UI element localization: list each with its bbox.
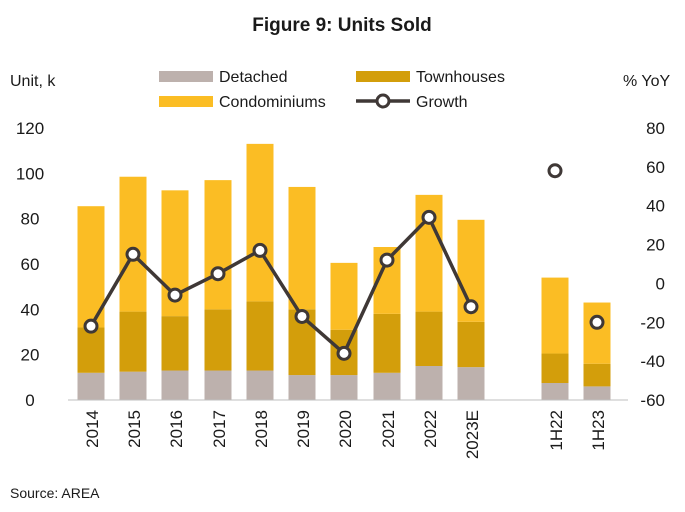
bar-detached-2022 <box>415 366 443 400</box>
category-label: 1H23 <box>589 410 608 451</box>
legend-swatch-marker <box>375 93 391 109</box>
left-tick-label: 60 <box>21 255 40 274</box>
right-axis-ticks: -60 -40 -20 0 20 40 60 80 <box>640 119 665 410</box>
right-tick-label: 60 <box>646 158 665 177</box>
right-tick-label: -20 <box>640 313 665 332</box>
bar-detached-2015 <box>119 371 147 400</box>
left-tick-label: 100 <box>16 164 44 183</box>
bar-townhouses-2023e <box>457 321 485 368</box>
bar-townhouses-2014 <box>77 327 105 373</box>
category-label: 1H22 <box>547 410 566 451</box>
bar-townhouses-1h23 <box>583 363 611 387</box>
category-label: 2020 <box>336 410 355 448</box>
legend-swatch-detached <box>159 71 213 82</box>
legend-label: Condominiums <box>219 94 326 111</box>
bar-condominiums-2019 <box>288 186 316 310</box>
left-tick-label: 0 <box>25 391 34 410</box>
left-tick-label: 80 <box>21 210 40 229</box>
legend-swatch-condominiums <box>159 96 213 107</box>
right-tick-label: 20 <box>646 236 665 255</box>
left-tick-label: 40 <box>21 300 40 319</box>
right-tick-label: 0 <box>656 274 665 293</box>
right-tick-label: 80 <box>646 119 665 138</box>
bar-condominiums-2020 <box>330 262 358 330</box>
category-labels: 2014 2015 2016 2017 2018 2019 2020 2021 2022 2023… <box>83 410 608 459</box>
bar-condominiums-1h22 <box>541 277 569 354</box>
growth-marker-1h23 <box>589 314 605 330</box>
growth-marker-1h22 <box>547 163 563 179</box>
bar-detached-1h22 <box>541 383 569 400</box>
chart-title: Figure 9: Units Sold <box>252 15 431 36</box>
bar-condominiums-2014 <box>77 206 105 328</box>
right-axis-label: % YoY <box>623 73 670 90</box>
growth-marker-2017 <box>210 266 226 282</box>
bar-detached-2023e <box>457 367 485 400</box>
legend-label: Growth <box>416 94 468 111</box>
right-tick-label: 40 <box>646 197 665 216</box>
bar-detached-2018 <box>246 370 274 400</box>
source-note: Source: AREA <box>10 485 100 501</box>
bar-townhouses-2017 <box>204 309 232 371</box>
growth-marker-2020 <box>336 345 352 361</box>
growth-marker-2015 <box>125 246 141 262</box>
category-label: 2023E <box>463 410 482 459</box>
legend: Detached Townhouses Condominiums Growth <box>159 69 505 111</box>
category-label: 2018 <box>252 410 271 448</box>
growth-marker-2016 <box>167 287 183 303</box>
bar-detached-2021 <box>373 372 401 400</box>
growth-marker-2023e <box>463 299 479 315</box>
category-label: 2017 <box>210 410 229 448</box>
growth-line <box>89 215 473 356</box>
bar-condominiums-2017 <box>204 180 232 310</box>
growth-line-layer <box>83 163 605 361</box>
legend-label: Townhouses <box>416 69 505 86</box>
growth-marker-2014 <box>83 318 99 334</box>
bar-townhouses-2016 <box>161 316 189 371</box>
left-tick-label: 20 <box>21 346 40 365</box>
bar-detached-1h23 <box>583 386 611 400</box>
bar-condominiums-2015 <box>119 176 147 312</box>
category-label: 2014 <box>83 410 102 448</box>
bar-townhouses-2022 <box>415 311 443 366</box>
bar-condominiums-2018 <box>246 143 274 302</box>
left-axis-label: Unit, k <box>10 73 56 90</box>
right-tick-label: -60 <box>640 391 665 410</box>
bar-detached-2016 <box>161 370 189 400</box>
bar-detached-2019 <box>288 375 316 400</box>
bar-condominiums-1h23 <box>583 302 611 364</box>
bar-detached-2020 <box>330 375 358 400</box>
right-tick-label: -40 <box>640 352 665 371</box>
left-axis-ticks: 0 20 40 60 80 100 120 <box>16 119 44 410</box>
category-label: 2015 <box>125 410 144 448</box>
legend-label: Detached <box>219 69 288 86</box>
category-label: 2019 <box>294 410 313 448</box>
bar-townhouses-1h22 <box>541 353 569 383</box>
bar-detached-2017 <box>204 370 232 400</box>
legend-swatch-townhouses <box>356 71 410 82</box>
category-label: 2021 <box>379 410 398 448</box>
bar-townhouses-2018 <box>246 301 274 371</box>
growth-marker-2019 <box>294 308 310 324</box>
growth-marker-2018 <box>252 242 268 258</box>
bar-townhouses-2015 <box>119 311 147 372</box>
category-label: 2022 <box>421 410 440 448</box>
left-tick-label: 120 <box>16 119 44 138</box>
bars <box>77 143 611 400</box>
growth-marker-2022 <box>421 209 437 225</box>
category-label: 2016 <box>167 410 186 448</box>
bar-detached-2014 <box>77 372 105 400</box>
growth-marker-2021 <box>379 252 395 268</box>
bar-townhouses-2021 <box>373 313 401 373</box>
